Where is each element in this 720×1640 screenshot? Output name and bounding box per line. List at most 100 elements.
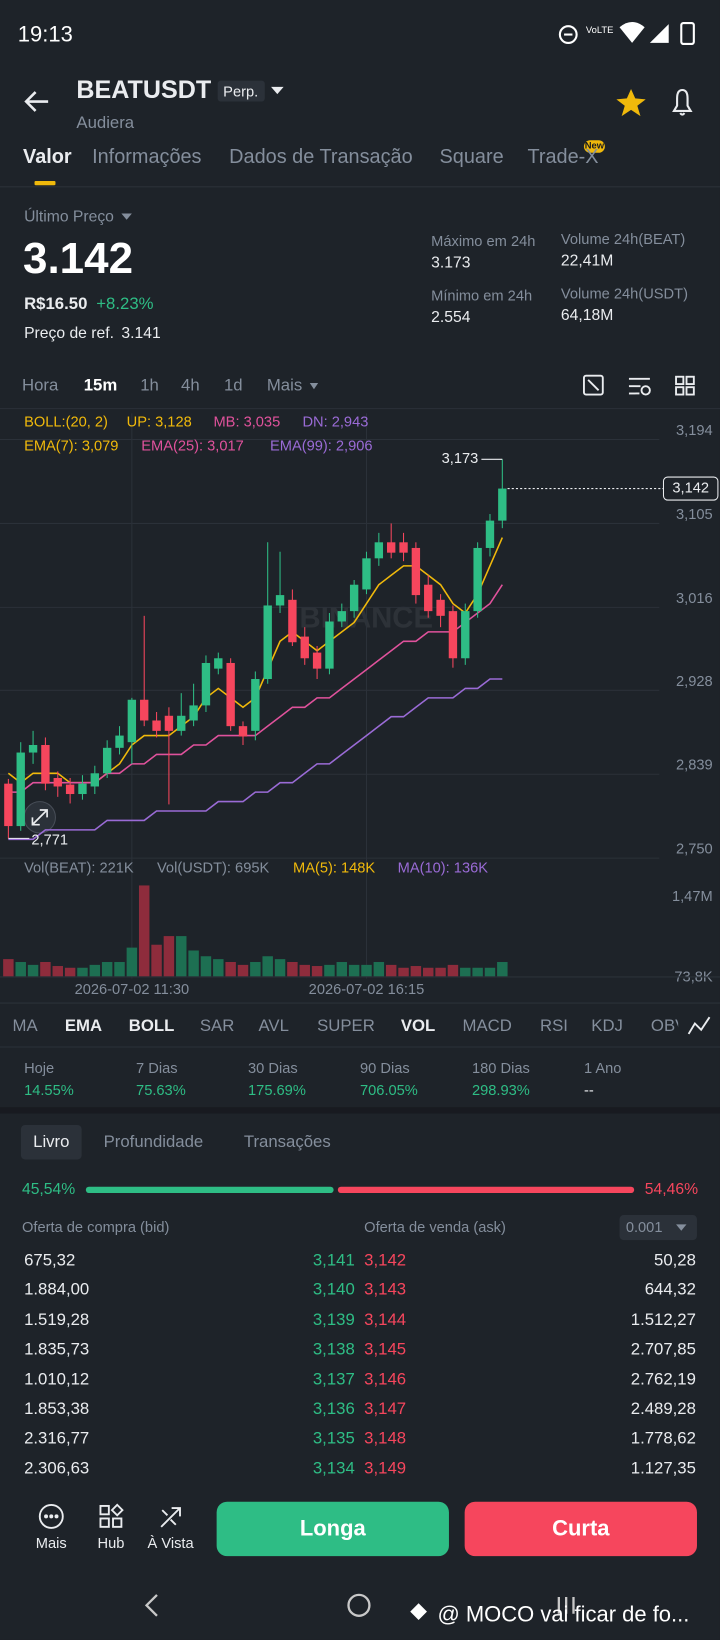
legend-text: DN: 2,943: [302, 415, 368, 431]
ask-price: 3,145: [364, 1340, 407, 1359]
bid-price: 3,134: [312, 1459, 355, 1478]
nav-recent[interactable]: [557, 1596, 575, 1614]
bid-quantity: 2.306,63: [24, 1459, 90, 1478]
volume-bar: [250, 962, 261, 977]
volume-bar: [40, 962, 51, 977]
symbol-title: BEATUSDT: [76, 76, 212, 105]
indicator-tab[interactable]: MACD: [462, 1017, 512, 1036]
action-label[interactable]: À Vista: [147, 1534, 194, 1552]
ask-quantity: 50,28: [654, 1251, 696, 1270]
favorite-star[interactable]: [616, 88, 646, 117]
performance-value: 14.55%: [24, 1081, 74, 1099]
badge-bg: [217, 80, 265, 102]
legend-text: Vol(BEAT): 221K: [24, 860, 134, 876]
back-button[interactable]: [24, 91, 49, 112]
volume-bar: [311, 966, 323, 977]
short-button[interactable]: Curta: [552, 1516, 610, 1541]
bid-quantity: 2.316,77: [24, 1430, 90, 1448]
candle-body: [485, 520, 495, 548]
fiat-price: R$16.50: [24, 295, 88, 314]
interval[interactable]: 4h: [181, 376, 200, 395]
action-label[interactable]: Mais: [35, 1534, 67, 1552]
y-tick-label: 2,750: [676, 842, 713, 858]
volume-bar: [225, 962, 236, 977]
nav-home[interactable]: [347, 1593, 371, 1617]
contract-badge: Perp.: [223, 82, 259, 100]
candle-body: [349, 584, 359, 612]
book-tab-bg: [20, 1124, 82, 1160]
interval[interactable]: 1h: [140, 376, 159, 395]
indicator-tab[interactable]: KDJ: [591, 1017, 623, 1036]
book-tab[interactable]: Transações: [243, 1133, 331, 1152]
last-price-label[interactable]: Último Preço: [24, 207, 114, 226]
ask-quantity: 2.762,19: [630, 1370, 696, 1389]
ref-price-label: Preço de ref.: [24, 324, 114, 342]
new-badge-bg: [583, 140, 605, 153]
candle-body: [90, 773, 99, 787]
bid-price: 3,141: [312, 1251, 355, 1270]
tab[interactable]: Dados de Transação: [229, 146, 413, 169]
bottom-icons[interactable]: [38, 1503, 181, 1529]
long-button-bg[interactable]: [216, 1501, 449, 1557]
legend-text: UP: 3,128: [127, 415, 192, 431]
interval[interactable]: 15m: [83, 376, 118, 395]
volume-bar: [200, 956, 212, 977]
ask-quantity: 644,32: [644, 1281, 696, 1300]
nav-back[interactable]: [144, 1594, 158, 1617]
performance-label: 180 Dias: [471, 1059, 530, 1077]
bid-price: 3,136: [312, 1400, 355, 1419]
indicator-tab[interactable]: MA: [12, 1017, 38, 1036]
interval[interactable]: Mais: [266, 376, 303, 395]
indicator-tab[interactable]: VOL: [400, 1017, 436, 1036]
y-tick-label: 1,47M: [672, 889, 713, 905]
candle-body: [28, 745, 38, 753]
indicator-tab[interactable]: EMA: [64, 1017, 103, 1036]
stat-label: Volume 24h(BEAT): [560, 230, 686, 248]
short-button-bg[interactable]: [464, 1501, 697, 1557]
bid-price: 3,139: [312, 1311, 355, 1330]
indicator-tab[interactable]: OBV: [650, 1017, 678, 1036]
candle-body: [300, 636, 309, 659]
dropdown-arrow[interactable]: [309, 383, 319, 390]
action-label[interactable]: Hub: [97, 1534, 125, 1552]
ask-price: 3,149: [364, 1459, 407, 1478]
indicator-tab[interactable]: SUPER: [317, 1017, 375, 1036]
book-tab[interactable]: Profundidade: [103, 1133, 204, 1152]
stat-value: 2.554: [431, 308, 471, 327]
interval[interactable]: Hora: [21, 376, 59, 395]
tab[interactable]: Informações: [92, 146, 202, 169]
long-button[interactable]: Longa: [299, 1516, 366, 1541]
bell-icon[interactable]: [672, 88, 693, 116]
indicator-tab[interactable]: RSI: [539, 1017, 568, 1036]
indicator-settings[interactable]: [687, 1016, 711, 1035]
bid-price: 3,138: [312, 1340, 355, 1359]
interval[interactable]: 1d: [223, 376, 243, 395]
candle-body: [312, 652, 322, 669]
tab[interactable]: Valor: [23, 146, 72, 169]
ask-price: 3,144: [364, 1311, 407, 1330]
indicator-tab[interactable]: BOLL: [128, 1017, 175, 1036]
tab[interactable]: Trade-X: [527, 146, 599, 169]
legend-entry: EMA(99): 2,906: [270, 439, 373, 455]
precision-bg[interactable]: [619, 1214, 697, 1241]
volume-bar: [262, 956, 273, 977]
dropdown-arrow[interactable]: [121, 213, 132, 220]
ask-price: 3,147: [364, 1400, 407, 1419]
indicator-tab[interactable]: SAR: [199, 1017, 235, 1036]
precision-select[interactable]: 0.001: [625, 1218, 663, 1236]
candle-body: [4, 783, 13, 827]
volume-bar: [274, 959, 286, 977]
ref-price: 3.141: [121, 324, 161, 342]
tab[interactable]: Square: [439, 146, 504, 169]
bid-quantity: 1.010,12: [24, 1370, 90, 1389]
svg-text:VoLTE: VoLTE: [586, 24, 614, 35]
candle-body: [152, 720, 161, 731]
book-tab[interactable]: Livro: [33, 1133, 70, 1152]
indicator-tab[interactable]: AVL: [258, 1017, 289, 1036]
performance-label: 1 Ano: [583, 1059, 622, 1077]
dropdown-arrow[interactable]: [271, 86, 284, 95]
x-tick-label: 2026-07-02 11:30: [75, 982, 190, 998]
performance-value: --: [583, 1081, 594, 1099]
chart-tools[interactable]: [583, 374, 695, 396]
